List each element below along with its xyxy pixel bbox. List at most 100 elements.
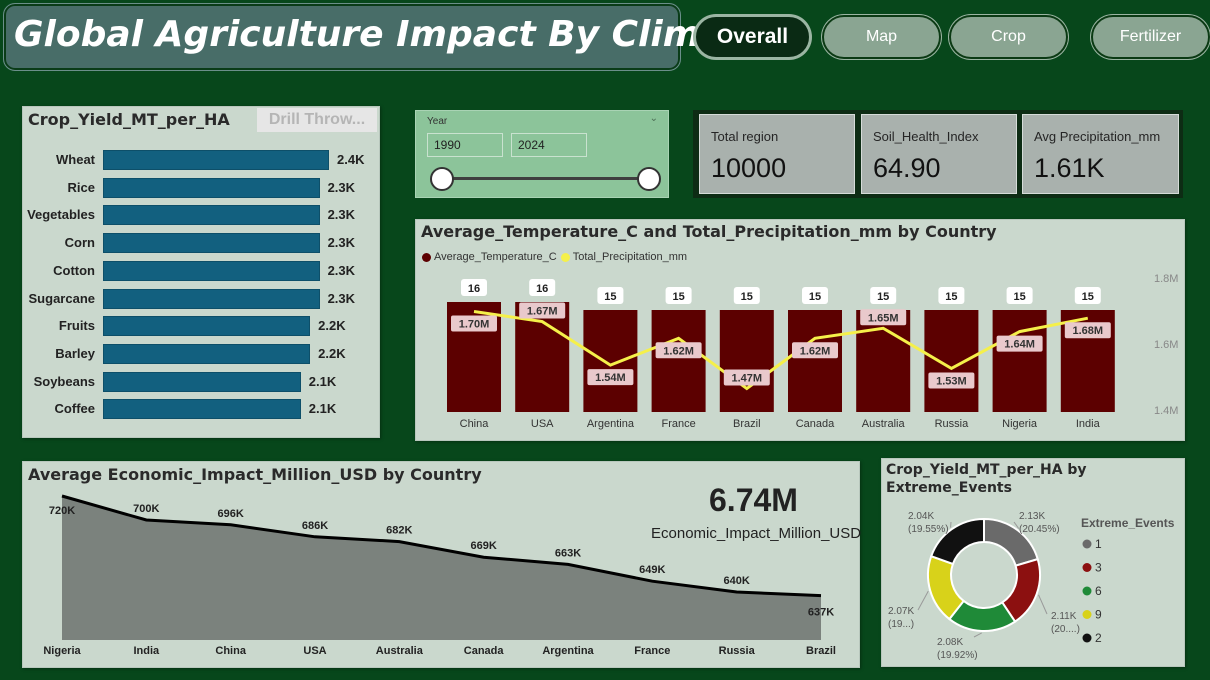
temperature-bar[interactable]	[651, 310, 706, 412]
temp-precip-chart: 1.8M 1.6M 1.4M 16 China 16 USA 15 Argentina 15 Fra…	[447, 273, 1178, 430]
crop-bar[interactable]	[103, 233, 320, 254]
temperature-label-box	[665, 287, 692, 304]
precipitation-label-box	[996, 335, 1043, 352]
economic-impact-data-label: 637K	[808, 607, 834, 619]
precipitation-line[interactable]	[473, 310, 1089, 391]
x-tick-label: India	[1076, 418, 1101, 430]
precipitation-label-box	[860, 309, 907, 326]
legend-item-label[interactable]: 9	[1095, 608, 1102, 622]
crop-bar-value: 2.3K	[327, 290, 356, 306]
chevron-down-icon[interactable]: ⌄	[649, 113, 658, 124]
precipitation-label-box	[655, 342, 702, 359]
temperature-label-box	[733, 287, 760, 304]
x-tick-label: USA	[303, 645, 326, 657]
donut-leader-line	[973, 632, 982, 638]
precipitation-data-label: 1.67M	[527, 306, 558, 318]
crop-bar-value: 2.1K	[308, 373, 337, 389]
precipitation-label-box	[519, 302, 566, 319]
x-tick-label: Russia	[935, 418, 970, 430]
legend-item-label[interactable]: 1	[1095, 537, 1102, 551]
donut-leader-line	[1038, 594, 1048, 615]
x-tick-label: Argentina	[587, 418, 635, 430]
x-tick-label: Argentina	[542, 645, 594, 657]
donut-leader-line	[1013, 521, 1020, 529]
kpi-soil-health: Soil_Health_Index 64.90	[861, 114, 1017, 194]
donut-slice[interactable]	[929, 517, 985, 566]
donut-data-label: 2.13K	[1019, 511, 1045, 522]
legend-dot-icon	[560, 252, 570, 262]
nav-map-button[interactable]: Map	[822, 15, 941, 59]
legend-dot-icon	[1082, 586, 1092, 596]
legend-item-label[interactable]: 2	[1095, 631, 1102, 645]
x-tick-label: Australia	[376, 645, 424, 657]
x-tick-label: China	[215, 645, 246, 657]
crop-bar[interactable]	[103, 260, 320, 281]
crop-bar[interactable]	[103, 399, 301, 420]
donut-data-label: (19.92%)	[937, 650, 978, 661]
economic-impact-data-label: 696K	[218, 508, 244, 520]
nav-overall-button[interactable]: Overall	[694, 15, 811, 59]
crop-bar[interactable]	[103, 150, 329, 170]
crop-bar[interactable]	[103, 177, 320, 198]
temperature-label-box	[870, 287, 897, 304]
temperature-data-label: 15	[1082, 291, 1094, 303]
precipitation-label-box	[723, 369, 770, 386]
nav-fertilizer-button[interactable]: Fertilizer	[1091, 15, 1210, 59]
x-tick-label: Nigeria	[43, 645, 81, 657]
year-slider-end-handle[interactable]	[637, 167, 661, 191]
economic-impact-data-label: 720K	[49, 505, 75, 517]
precipitation-label-box	[587, 369, 634, 386]
year-end-input[interactable]: 2024	[511, 133, 587, 157]
crop-bar-value: 2.4K	[337, 152, 365, 167]
extreme-events-panel: Crop_Yield_MT_per_HA by Extreme_Events E…	[881, 458, 1185, 667]
temperature-bar[interactable]	[856, 310, 911, 412]
temperature-data-label: 16	[536, 283, 548, 295]
donut-data-label: 2.07K	[888, 606, 914, 617]
economic-impact-data-label: 700K	[133, 503, 159, 515]
crop-bar-value: 2.3K	[327, 235, 356, 251]
legend-item-label[interactable]: 6	[1095, 584, 1102, 598]
crop-bar[interactable]	[103, 288, 320, 309]
crop-bar[interactable]	[103, 205, 320, 226]
crop-bar[interactable]	[103, 316, 311, 337]
temperature-label-box	[938, 287, 965, 304]
temperature-data-label: 16	[468, 283, 480, 295]
temperature-bar[interactable]	[719, 310, 774, 412]
temperature-bar[interactable]	[924, 310, 979, 412]
temperature-bar[interactable]	[992, 310, 1047, 412]
extreme-events-chart: 2.13K (20.45%) 2.11K (20....) 2.08K (19.92%) 2…	[888, 511, 1102, 661]
kpi-total-region: Total region 10000	[699, 114, 855, 194]
kpi-label: Avg Precipitation_mm	[1034, 129, 1161, 144]
temperature-data-label: 15	[877, 291, 889, 303]
crop-yield-title: Crop_Yield_MT_per_HA	[28, 110, 230, 129]
drill-through-button[interactable]: Drill Throw...	[257, 108, 377, 132]
year-start-input[interactable]: 1990	[427, 133, 503, 157]
legend-dot-icon	[1082, 539, 1092, 549]
legend-dot-icon	[1082, 633, 1092, 643]
kpi-label: Total region	[711, 129, 779, 144]
crop-bar[interactable]	[103, 343, 311, 364]
donut-data-label: (19...)	[888, 619, 914, 630]
crop-bar-label: Sugarcane	[28, 290, 95, 306]
year-slider-start-handle[interactable]	[430, 167, 454, 191]
legend-dot-icon	[1082, 563, 1092, 572]
temperature-data-label: 15	[604, 291, 616, 303]
nav-crop-button[interactable]: Crop	[949, 15, 1068, 59]
temperature-bar[interactable]	[583, 310, 638, 412]
economic-impact-data-label: 663K	[555, 547, 581, 559]
temperature-label-box	[1074, 287, 1101, 304]
economic-impact-data-label: 669K	[471, 540, 497, 552]
precipitation-data-label: 1.65M	[868, 312, 899, 324]
temperature-data-label: 15	[809, 291, 821, 303]
temperature-label-box	[1006, 287, 1033, 304]
crop-bar-value: 2.1K	[308, 401, 337, 417]
x-tick-label: Canada	[796, 418, 835, 430]
y2-tick-label: 1.6M	[1154, 339, 1178, 351]
donut-data-label: (20....)	[1051, 624, 1080, 635]
crop-bar-label: Barley	[55, 345, 95, 361]
economic-impact-area[interactable]	[62, 496, 821, 640]
legend-item-label[interactable]: 3	[1095, 561, 1102, 575]
crop-bar[interactable]	[103, 371, 301, 392]
temperature-bar[interactable]	[788, 310, 842, 412]
x-tick-label: France	[661, 418, 695, 430]
